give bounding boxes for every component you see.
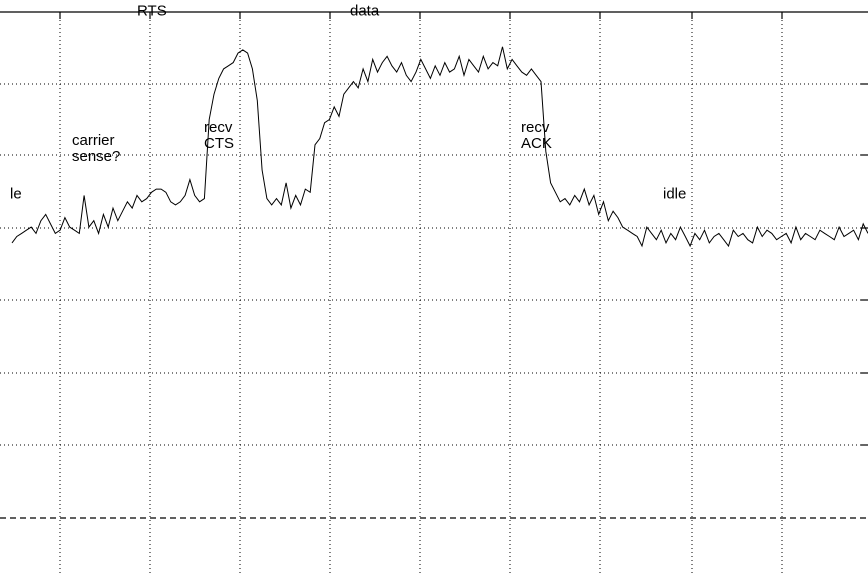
chart-frame xyxy=(0,11,868,519)
signal-trace xyxy=(11,46,868,248)
annotation-send-data: senddata xyxy=(350,0,383,19)
annotation-le: le xyxy=(10,186,22,203)
annotation-send-rts: sendRTS xyxy=(137,0,170,19)
annotation-recv-ack: recv ACK xyxy=(521,119,552,152)
annotation-recv-cts: recv CTS xyxy=(204,119,234,152)
annotation-carrier-sense: carrier sense? xyxy=(72,132,120,165)
annotation-idle: idle xyxy=(663,186,686,203)
signal-line xyxy=(11,46,868,248)
grid xyxy=(0,12,868,574)
